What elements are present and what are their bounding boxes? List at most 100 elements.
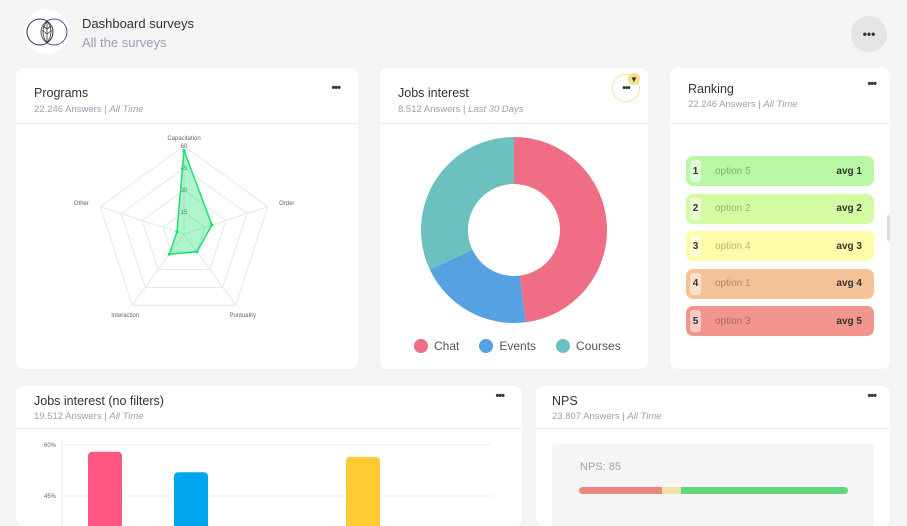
nps-score: NPS: 85 bbox=[580, 461, 621, 473]
divider bbox=[16, 123, 358, 124]
ranking-item[interactable]: 3 option 4 avg 3 bbox=[686, 231, 874, 261]
radar-point bbox=[182, 148, 186, 152]
radar-point bbox=[195, 250, 199, 254]
bar-chart: 60% 45% bbox=[44, 441, 492, 526]
card-subtitle: 22.246 Answers | All Time bbox=[34, 104, 144, 115]
bar bbox=[174, 472, 208, 526]
card-subtitle: 23.807 Answers | All Time bbox=[552, 411, 662, 422]
logo bbox=[24, 9, 69, 54]
radar-chart: Capacitation Order Puntuality Interaction Ot… bbox=[74, 136, 295, 319]
radar-spoke bbox=[183, 233, 237, 306]
legend-item-events[interactable]: Events bbox=[479, 339, 536, 353]
card-title: Jobs interest (no filters) bbox=[34, 394, 164, 408]
ranking-item[interactable]: 5 option 3 avg 5 bbox=[686, 306, 874, 336]
ranking-item[interactable]: 2 option 2 avg 2 bbox=[686, 193, 874, 224]
page-title: Dashboard surveys bbox=[82, 16, 194, 31]
jobs-interest-card: Jobs interest 8.512 Answers | Last 30 Da… bbox=[380, 68, 648, 369]
card-subtitle: 22.246 Answers | All Time bbox=[688, 99, 798, 110]
answers-count: 23.807 Answers bbox=[552, 411, 620, 422]
option-label: option 3 bbox=[715, 315, 751, 327]
axis-label: Interaction bbox=[111, 313, 139, 319]
period: All Time bbox=[109, 411, 144, 422]
nps-segment bbox=[579, 487, 663, 494]
axis-label: Puntuality bbox=[230, 313, 256, 319]
card-menu-button[interactable]: ••• bbox=[495, 390, 505, 402]
radar-spoke bbox=[183, 206, 268, 235]
card-menu-button[interactable]: ••• bbox=[867, 78, 877, 90]
card-title: NPS bbox=[552, 394, 578, 408]
tick-label: 60% bbox=[44, 443, 57, 449]
divider bbox=[670, 123, 890, 124]
period: All Time bbox=[627, 411, 662, 422]
legend: Chat Events Courses bbox=[414, 339, 621, 353]
nps-bar bbox=[579, 487, 848, 494]
donut-slice-chat bbox=[514, 137, 607, 323]
legend-swatch bbox=[414, 339, 428, 353]
period: Last 30 Days bbox=[468, 104, 524, 115]
scrollbar[interactable] bbox=[887, 215, 890, 241]
nps-panel: NPS: 85 bbox=[552, 444, 874, 526]
tick-label: 30 bbox=[181, 188, 188, 194]
avg-label: avg 2 bbox=[836, 203, 862, 214]
answers-count: 19.512 Answers bbox=[34, 411, 102, 422]
option-label: option 5 bbox=[715, 165, 751, 177]
divider bbox=[536, 428, 890, 429]
bar bbox=[88, 451, 122, 526]
legend-item-chat[interactable]: Chat bbox=[414, 339, 459, 353]
avg-label: avg 5 bbox=[836, 315, 862, 327]
radar-point bbox=[210, 223, 214, 227]
avg-label: avg 4 bbox=[836, 278, 862, 289]
radar-grid bbox=[120, 167, 248, 288]
rank-number: 4 bbox=[690, 272, 701, 295]
card-title: Ranking bbox=[688, 82, 734, 96]
card-menu-button[interactable]: ••• bbox=[867, 390, 877, 402]
divider bbox=[380, 123, 648, 124]
tick-label: 45% bbox=[44, 494, 57, 500]
card-title: Jobs interest bbox=[398, 86, 469, 100]
tick-label: 45 bbox=[181, 166, 188, 172]
option-label: option 2 bbox=[715, 203, 751, 214]
page-subtitle: All the surveys bbox=[82, 35, 167, 50]
legend-label: Courses bbox=[576, 339, 621, 353]
filter-icon[interactable]: ▼ bbox=[628, 73, 640, 85]
legend-item-courses[interactable]: Courses bbox=[556, 339, 621, 353]
radar-grid bbox=[99, 145, 269, 306]
axis-label: Other bbox=[74, 201, 89, 207]
rank-number: 1 bbox=[690, 160, 701, 182]
ranking-item[interactable]: 1 option 5 avg 1 bbox=[686, 156, 874, 186]
ranking-card: Ranking 22.246 Answers | All Time ••• 1 o… bbox=[670, 68, 890, 369]
header-menu-button[interactable]: ••• bbox=[851, 16, 887, 52]
radar-point bbox=[167, 252, 171, 256]
ranking-item[interactable]: 4 option 1 avg 4 bbox=[686, 268, 874, 299]
radar-spoke bbox=[131, 233, 185, 306]
radar-grid bbox=[141, 189, 227, 271]
rank-number: 2 bbox=[690, 197, 701, 220]
period: All Time bbox=[763, 99, 798, 110]
legend-swatch bbox=[479, 339, 494, 353]
leaf-logo-icon bbox=[26, 18, 67, 45]
programs-card: Programs 22.246 Answers | All Time ••• C… bbox=[16, 68, 358, 369]
jobs-interest-no-filters-card: Jobs interest (no filters) 19.512 Answer… bbox=[16, 386, 522, 526]
radar-grid bbox=[162, 211, 206, 253]
legend-swatch bbox=[556, 339, 571, 353]
answers-count: 8.512 Answers bbox=[398, 104, 461, 115]
period: All Time bbox=[109, 104, 144, 115]
donut-slice-courses bbox=[421, 137, 514, 270]
option-label: option 4 bbox=[715, 240, 751, 252]
rank-number: 5 bbox=[690, 310, 701, 332]
answers-count: 22.246 Answers bbox=[34, 104, 102, 115]
answers-count: 22.246 Answers bbox=[688, 99, 756, 110]
legend-label: Chat bbox=[434, 339, 460, 353]
card-menu-button[interactable]: ••• bbox=[331, 82, 341, 94]
tick-label: 60 bbox=[181, 144, 188, 150]
bar bbox=[346, 456, 380, 526]
card-subtitle: 8.512 Answers | Last 30 Days bbox=[398, 104, 524, 115]
card-subtitle: 19.512 Answers | All Time bbox=[34, 411, 144, 422]
card-menu-button[interactable]: ••• bbox=[612, 74, 640, 102]
avg-label: avg 3 bbox=[836, 240, 862, 252]
radar-area bbox=[168, 150, 213, 256]
axis-label: Capacitation bbox=[167, 136, 200, 142]
radar-spoke bbox=[100, 206, 185, 235]
divider bbox=[16, 428, 522, 429]
legend-label: Events bbox=[499, 339, 537, 353]
